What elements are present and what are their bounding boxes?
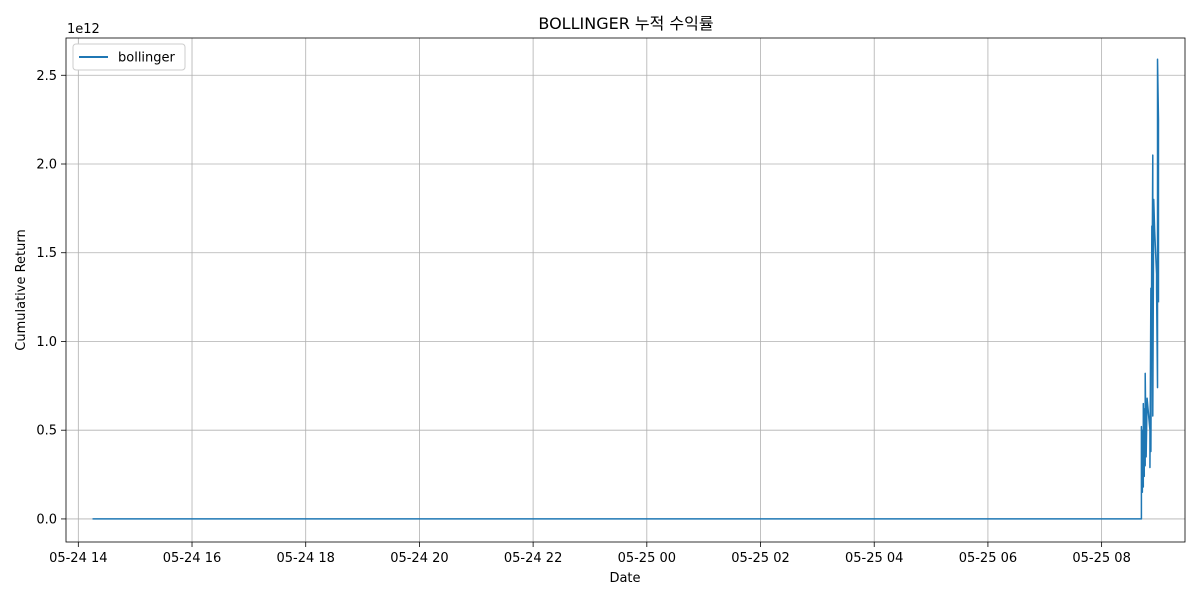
series-layer: [92, 58, 1160, 520]
y-axis-ticks: 0.0 0.5 1.0 1.5 2.0 2.5: [36, 69, 66, 527]
x-tick-label: 05-25 02: [731, 551, 789, 566]
y-tick-label: 2.0: [36, 158, 57, 173]
x-tick-label: 05-24 20: [390, 551, 448, 566]
series-line-bollinger: [92, 58, 1160, 520]
x-tick-label: 05-24 22: [504, 551, 562, 566]
x-axis-ticks: 05-24 14 05-24 16 05-24 18 05-24 20 05-24 22…: [49, 542, 1131, 566]
y-tick-label: 2.5: [36, 69, 57, 84]
x-tick-label: 05-25 00: [618, 551, 676, 566]
y-axis-offset-text: 1e12: [67, 22, 100, 37]
y-tick-label: 0.0: [36, 512, 57, 527]
x-tick-label: 05-25 04: [845, 551, 903, 566]
y-axis-label: Cumulative Return: [14, 229, 29, 350]
x-tick-label: 05-25 08: [1072, 551, 1130, 566]
y-tick-label: 1.0: [36, 335, 57, 350]
x-tick-label: 05-24 18: [276, 551, 334, 566]
legend-frame: [72, 43, 186, 71]
legend-label-bollinger: bollinger: [118, 51, 176, 66]
x-tick-label: 05-24 14: [49, 551, 107, 566]
y-tick-label: 0.5: [36, 424, 57, 439]
axes-frame: [65, 37, 1186, 543]
x-tick-label: 05-24 16: [163, 551, 221, 566]
x-tick-label: 05-25 06: [959, 551, 1017, 566]
plot-area: [66, 38, 1185, 542]
chart-title: BOLLINGER 누적 수익률: [538, 14, 713, 33]
legend: bollinger: [72, 43, 186, 71]
y-tick-label: 1.5: [36, 246, 57, 261]
x-axis-label: Date: [609, 571, 640, 586]
